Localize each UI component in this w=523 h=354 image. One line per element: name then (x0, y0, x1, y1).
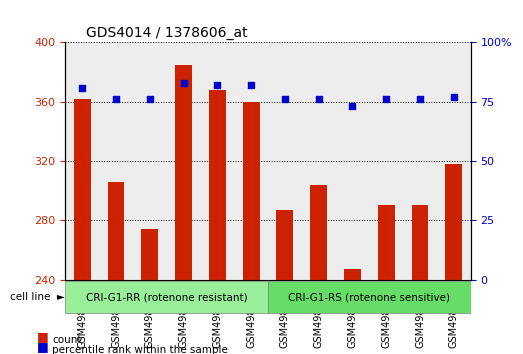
Point (112, 97, 120, 102)
Point (145, 97, 154, 102)
FancyBboxPatch shape (65, 281, 268, 313)
Text: CRI-G1-RS (rotenone sensitive): CRI-G1-RS (rotenone sensitive) (288, 292, 450, 302)
Text: GDS4014 / 1378606_at: GDS4014 / 1378606_at (86, 26, 247, 40)
Bar (209, 90, 226, 280)
Bar (167, 42, 200, 280)
Bar (175, 65, 192, 280)
Point (348, 104, 357, 109)
Point (314, 97, 323, 102)
Bar (65, 42, 99, 280)
Bar (141, 229, 158, 280)
Bar (133, 42, 167, 280)
Text: percentile rank within the sample: percentile rank within the sample (52, 346, 228, 354)
Text: ■: ■ (37, 330, 48, 343)
Bar (99, 42, 133, 280)
Point (179, 80, 188, 86)
Text: CRI-G1-RR (rotenone resistant): CRI-G1-RR (rotenone resistant) (86, 292, 247, 302)
Bar (108, 182, 124, 280)
Point (382, 97, 391, 102)
Bar (336, 42, 369, 280)
Point (247, 82, 255, 88)
Text: cell line  ►: cell line ► (10, 292, 65, 302)
Bar (268, 42, 302, 280)
Bar (369, 42, 403, 280)
Point (416, 97, 424, 102)
Text: count: count (52, 335, 82, 345)
Bar (310, 185, 327, 280)
Bar (74, 99, 90, 280)
Bar (344, 269, 361, 280)
Bar (200, 42, 234, 280)
Bar (234, 42, 268, 280)
Bar (446, 164, 462, 280)
Bar (243, 102, 259, 280)
Bar (378, 205, 395, 280)
Bar (403, 42, 437, 280)
Bar (277, 210, 293, 280)
Point (213, 82, 222, 88)
Point (78, 85, 86, 90)
FancyBboxPatch shape (268, 281, 471, 313)
Point (281, 97, 289, 102)
Point (450, 94, 458, 100)
Text: ■: ■ (37, 341, 48, 353)
Bar (302, 42, 336, 280)
Bar (437, 42, 471, 280)
Bar (412, 205, 428, 280)
